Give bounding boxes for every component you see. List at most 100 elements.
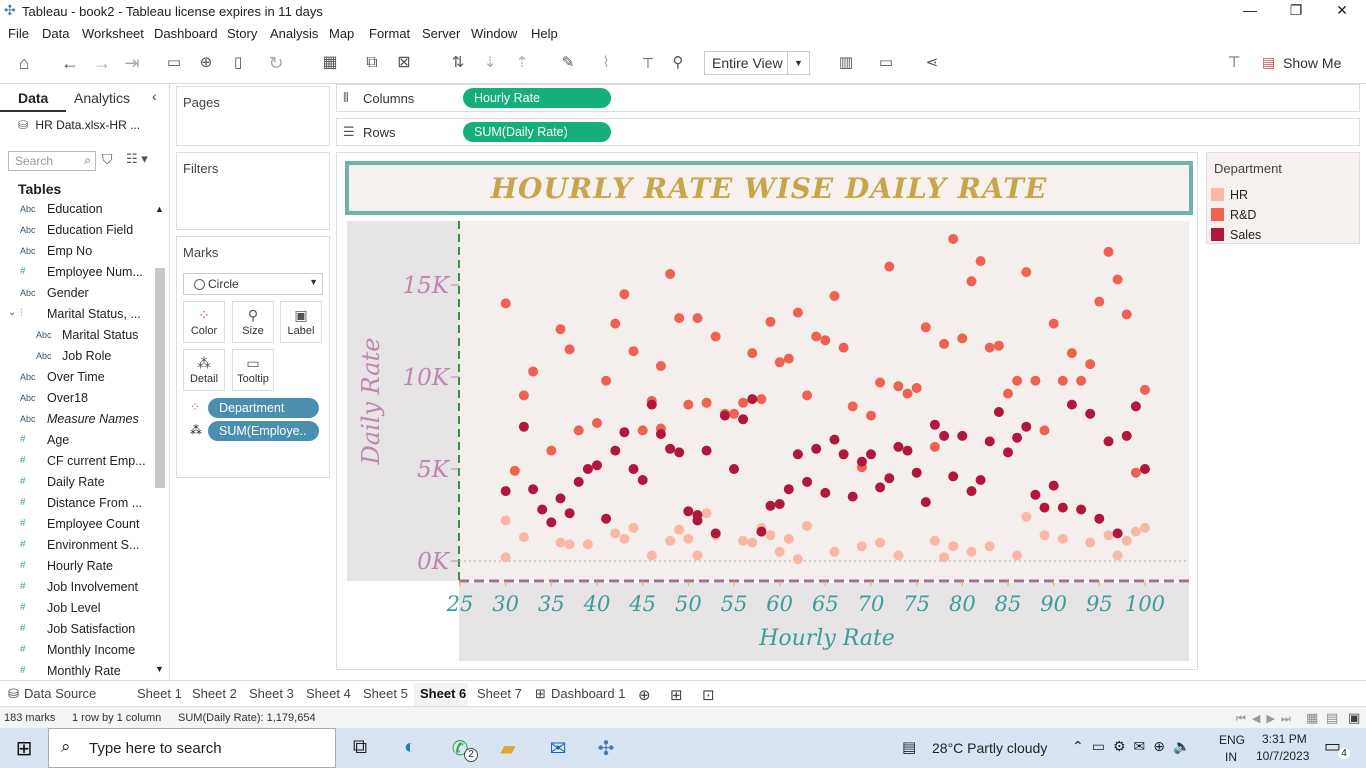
filters-card[interactable]: Filters xyxy=(176,152,330,230)
home-icon[interactable]: ⌂ xyxy=(18,53,30,73)
replay-icon[interactable]: ⇥ xyxy=(124,53,140,73)
field-item[interactable]: Abc Marital Status xyxy=(0,326,150,347)
tab-view-icon[interactable]: ▣ xyxy=(1348,710,1361,725)
save-icon[interactable]: ▭ xyxy=(166,54,182,71)
clear-sheet-icon[interactable]: ⊠ xyxy=(397,54,411,71)
pin-icon[interactable]: ⚲ xyxy=(672,54,684,71)
field-item[interactable]: ⌄ ⫶ Marital Status, ... xyxy=(0,305,150,326)
columns-shelf[interactable]: ⦀ Columns Hourly Rate xyxy=(336,84,1360,112)
tooltip-button[interactable]: ▭ Tooltip xyxy=(232,349,274,391)
datasource-item[interactable]: ⛁ HR Data.xlsx-HR ... xyxy=(18,118,140,132)
field-item[interactable]: Abc Over Time xyxy=(0,368,150,389)
field-item[interactable]: # Employee Count xyxy=(0,515,150,536)
label-button[interactable]: ▣ Label xyxy=(280,301,322,343)
field-item[interactable]: # Daily Rate xyxy=(0,473,150,494)
sum-employee-detail-pill[interactable]: SUM(Employe.. xyxy=(208,421,319,441)
field-item[interactable]: # Distance From ... xyxy=(0,494,150,515)
department-color-pill[interactable]: Department xyxy=(208,398,319,418)
daily-rate-pill[interactable]: SUM(Daily Rate) xyxy=(463,122,611,142)
collapse-pane-icon[interactable]: ‹ xyxy=(152,88,157,104)
presentation-icon[interactable]: ▭ xyxy=(878,54,894,71)
field-item[interactable]: Abc Education Field xyxy=(0,221,150,242)
chart-title-box[interactable]: HOURLY RATE WISE DAILY RATE xyxy=(345,161,1193,215)
view-options-icon[interactable]: ☷ ▾ xyxy=(126,151,148,166)
pause-updates-icon[interactable]: ▯ xyxy=(233,54,243,71)
tab-sheet-4[interactable]: Sheet 4 xyxy=(306,686,351,701)
tab-dashboard-1[interactable]: Dashboard 1 xyxy=(551,686,626,701)
filmstrip-view-icon[interactable]: ▤ xyxy=(1326,710,1339,725)
clock-time[interactable]: 3:31 PM xyxy=(1262,732,1307,746)
expand-icon[interactable]: ⌄ xyxy=(8,307,17,318)
share-icon[interactable]: ⋖ xyxy=(925,54,939,71)
mark-type-select[interactable]: Circle ▼ xyxy=(183,273,323,295)
tab-sheet-3[interactable]: Sheet 3 xyxy=(249,686,294,701)
menu-dashboard[interactable]: Dashboard xyxy=(154,26,218,41)
field-item[interactable]: Abc Over18 xyxy=(0,389,150,410)
weather-text[interactable]: 28°C Partly cloudy xyxy=(932,740,1048,756)
tab-sheet-6[interactable]: Sheet 6 xyxy=(420,686,467,701)
field-item[interactable]: # Job Involvement xyxy=(0,578,150,599)
field-item[interactable]: Abc Measure Names xyxy=(0,410,150,431)
tableau-taskbar-icon[interactable]: ✣ xyxy=(597,738,615,760)
menu-file[interactable]: File xyxy=(8,26,29,41)
scatter-plot[interactable]: 0K 5K 10K 15K 25 30 35 40 45 50 55 60 65 70 75 80 85 90 95… xyxy=(337,219,1197,671)
size-button[interactable]: ⚲ Size xyxy=(232,301,274,343)
rows-shelf[interactable]: ☰ Rows SUM(Daily Rate) xyxy=(336,118,1360,146)
field-item[interactable]: # Age xyxy=(0,431,150,452)
filter-icon[interactable]: ⛉ xyxy=(102,151,113,167)
menu-data[interactable]: Data xyxy=(42,26,70,41)
undo-icon[interactable]: ← xyxy=(61,53,79,73)
menu-server[interactable]: Server xyxy=(422,26,461,41)
field-item[interactable]: # CF current Emp... xyxy=(0,452,150,473)
field-item[interactable]: # Monthly Income xyxy=(0,641,150,662)
field-item[interactable]: Abc Emp No xyxy=(0,242,150,263)
field-item[interactable]: Abc Job Role xyxy=(0,347,150,368)
tab-sheet-1[interactable]: Sheet 1 xyxy=(137,686,182,701)
tab-sheet-7[interactable]: Sheet 7 xyxy=(477,686,522,701)
new-worksheet-icon[interactable]: ▦ xyxy=(322,54,338,71)
scroll-up-icon[interactable]: ▲ xyxy=(155,204,164,214)
field-item[interactable]: Abc Education xyxy=(0,200,150,221)
search-input[interactable]: Search ⌕ xyxy=(8,151,96,171)
fit-select[interactable]: Entire View ▼ xyxy=(704,51,810,75)
field-item[interactable]: # Job Level xyxy=(0,599,150,620)
tab-analytics[interactable]: Analytics xyxy=(74,90,131,106)
field-item[interactable]: # Employee Num... xyxy=(0,263,150,284)
new-worksheet-tab-icon[interactable]: ⊕ xyxy=(638,687,651,704)
ask-data-icon[interactable]: ⊤ xyxy=(1227,54,1241,71)
tab-sheet-2[interactable]: Sheet 2 xyxy=(192,686,237,701)
menu-window[interactable]: Window xyxy=(471,26,518,41)
taskbar-search[interactable]: ⌕ Type here to search xyxy=(48,728,336,768)
hourly-rate-pill[interactable]: Hourly Rate xyxy=(463,88,611,108)
color-button[interactable]: ⁘ Color xyxy=(183,301,225,343)
tab-sheet-5[interactable]: Sheet 5 xyxy=(363,686,408,701)
pages-card[interactable]: Pages xyxy=(176,86,330,146)
sort-asc-icon[interactable]: ⇣ xyxy=(483,54,497,71)
edge-icon[interactable]: ◐ xyxy=(403,736,417,758)
field-item[interactable]: # Monthly Rate xyxy=(0,662,150,683)
new-datasource-icon[interactable]: ⊕ xyxy=(199,54,213,71)
task-view-icon[interactable]: ⧉ xyxy=(352,736,368,758)
new-dashboard-tab-icon[interactable]: ⊞ xyxy=(670,687,683,704)
field-item[interactable]: Abc Gender xyxy=(0,284,150,305)
refresh-icon[interactable]: ↻ xyxy=(268,53,284,73)
close-button[interactable]: ✕ xyxy=(1336,2,1348,18)
tab-data[interactable]: Data xyxy=(18,90,49,106)
scrollbar-thumb[interactable] xyxy=(155,268,165,488)
redo-icon[interactable]: → xyxy=(93,53,111,73)
scroll-down-icon[interactable]: ▼ xyxy=(155,664,164,674)
sort-desc-icon[interactable]: ⇡ xyxy=(515,54,529,71)
menu-help[interactable]: Help xyxy=(531,26,558,41)
field-item[interactable]: # Hourly Rate xyxy=(0,557,150,578)
field-item[interactable]: # Job Satisfaction xyxy=(0,620,150,641)
highlight-icon[interactable]: ✎ xyxy=(561,54,575,71)
swap-icon[interactable]: ⇅ xyxy=(451,54,465,71)
field-item[interactable]: # Environment S... xyxy=(0,536,150,557)
windows-start-icon[interactable]: ⊞ xyxy=(15,738,33,760)
mail-icon[interactable]: ✉ xyxy=(549,738,567,760)
clock-date[interactable]: 10/7/2023 xyxy=(1256,749,1310,763)
language-eng[interactable]: ENG xyxy=(1219,733,1246,747)
menu-format[interactable]: Format xyxy=(369,26,411,41)
detail-button[interactable]: ⁂ Detail xyxy=(183,349,225,391)
notification-icon[interactable]: ▭ xyxy=(1324,736,1342,756)
